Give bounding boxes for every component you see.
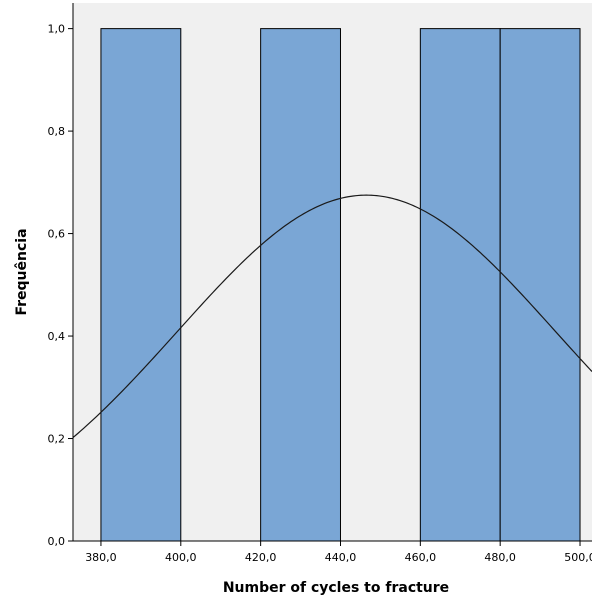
y-tick-label: 1,0 [48,23,66,36]
x-tick-label: 480,0 [484,551,516,564]
x-tick-label: 420,0 [245,551,277,564]
x-tick-label: 380,0 [85,551,117,564]
x-tick-label: 440,0 [325,551,357,564]
y-tick-label: 0,4 [48,330,66,343]
histogram-bar-0 [100,28,182,542]
histogram-bar-2 [260,28,341,542]
x-tick-label: 460,0 [405,551,437,564]
x-axis-title: Number of cycles to fracture [223,580,449,596]
normal-curve [72,194,592,439]
y-tick-label: 0,2 [48,433,66,446]
histogram-bar-4 [419,28,501,542]
x-tick-label: 500,0 [564,551,592,564]
x-tick-label: 400,0 [165,551,197,564]
y-tick-label: 0,6 [48,228,66,241]
y-tick-label: 0,0 [48,535,66,548]
y-axis-title: Frequência [14,228,30,315]
y-tick-label: 0,8 [48,125,66,138]
